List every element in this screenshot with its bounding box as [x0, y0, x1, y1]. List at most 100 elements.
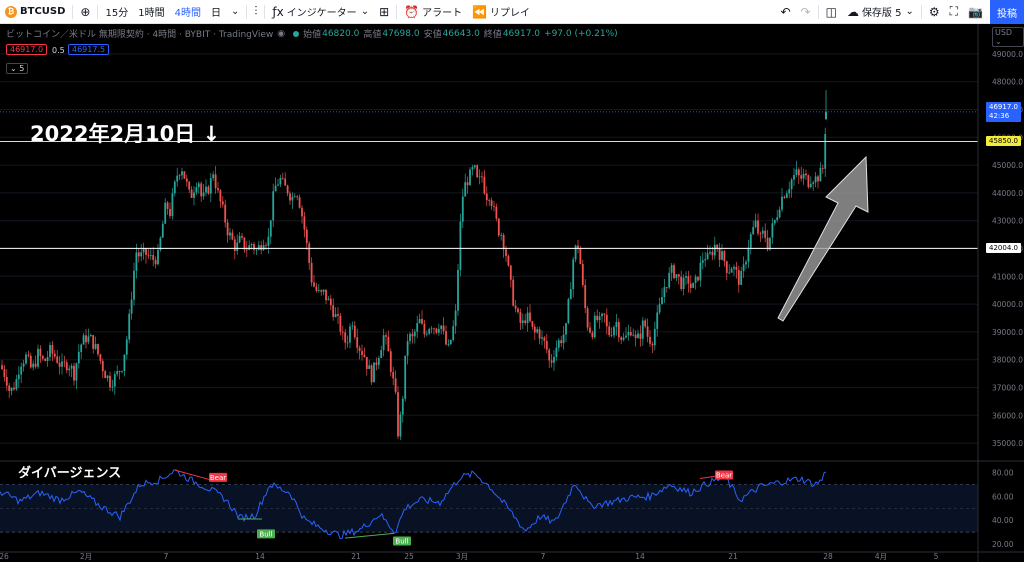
- candle-body: [742, 264, 745, 272]
- candle-body: [92, 335, 95, 349]
- candle-body: [793, 174, 795, 180]
- candle-body: [397, 392, 399, 437]
- symbol-label: BTCUSD: [20, 6, 66, 17]
- candle-body: [445, 331, 447, 345]
- candle-body: [339, 315, 342, 332]
- split-panel-icon: ◫: [825, 4, 837, 19]
- candle-body: [771, 223, 774, 238]
- candle-body: [608, 326, 611, 336]
- candle-body: [824, 134, 827, 169]
- candle-body: [34, 363, 37, 367]
- layout-button[interactable]: ⊞: [374, 0, 394, 24]
- alert-button[interactable]: ⏰ アラート: [399, 0, 467, 24]
- sell-price-button[interactable]: 46917.0: [6, 44, 48, 55]
- time-tick-label: 21: [351, 552, 361, 561]
- candle-body: [267, 236, 270, 246]
- candle-body: [629, 332, 632, 336]
- compare-button[interactable]: ⊕: [75, 0, 95, 24]
- chevron-down-icon: ⌄: [360, 6, 370, 17]
- candle-body: [466, 182, 469, 186]
- candle-body: [248, 245, 251, 250]
- candle-body: [236, 242, 239, 251]
- candle-body: [721, 251, 723, 260]
- candle-body: [231, 232, 234, 240]
- candle-body: [430, 328, 433, 330]
- candle-body: [663, 287, 666, 298]
- candle-body: [689, 283, 692, 288]
- publish-button[interactable]: 投稿: [990, 0, 1024, 24]
- candle-body: [454, 310, 457, 327]
- indicator-icon: ƒx: [272, 4, 284, 19]
- redo-button[interactable]: ↷: [796, 0, 816, 24]
- candle-body: [574, 245, 577, 260]
- candle-body: [22, 363, 25, 367]
- candle-body: [109, 375, 111, 388]
- price-tick-label: 43000.0: [992, 217, 1023, 226]
- indicators-button[interactable]: ƒx インジケーター ⌄: [267, 0, 374, 24]
- candle-body: [257, 245, 260, 250]
- candle-body: [754, 220, 757, 228]
- candle-body: [464, 182, 467, 197]
- timeframe-dropdown[interactable]: ⌄: [226, 0, 244, 24]
- alarm-clock-icon: ⏰: [404, 4, 420, 19]
- low-value: 46643.0: [442, 28, 480, 39]
- buy-price-button[interactable]: 46917.5: [68, 44, 110, 55]
- divider: [396, 4, 398, 19]
- undo-button[interactable]: ↶: [775, 0, 795, 24]
- timeframe-4h[interactable]: 4時間: [174, 8, 201, 19]
- settings-button[interactable]: ⚙: [924, 0, 945, 24]
- candle-body: [344, 332, 347, 343]
- candle-body: [327, 298, 330, 301]
- camera-icon: 📷: [968, 4, 983, 19]
- candle-body: [358, 347, 361, 351]
- white-level-tag: 42004.0: [986, 243, 1021, 254]
- candle-body: [548, 349, 551, 361]
- time-tick-label: 14: [255, 552, 265, 561]
- osc-tick-label: 80.00: [992, 469, 1014, 478]
- candle-body: [694, 276, 697, 283]
- candle-body: [39, 348, 42, 357]
- save-label: 保存版 5: [861, 8, 902, 19]
- symbol-search[interactable]: ₿ BTCUSD: [0, 0, 70, 24]
- candle-body: [617, 321, 620, 338]
- candle-body: [161, 223, 164, 238]
- chart-type-button[interactable]: ⫶: [249, 0, 262, 24]
- currency-selector[interactable]: USD ⌄: [992, 27, 1024, 47]
- candle-body: [188, 181, 191, 190]
- candle-body: [704, 259, 707, 261]
- collapse-indicators-button[interactable]: ⌄ 5: [6, 63, 29, 74]
- candle-body: [133, 270, 135, 300]
- candle-body: [545, 340, 548, 350]
- hide-icon[interactable]: ◉: [277, 28, 286, 39]
- undo-icon: ↶: [780, 4, 791, 19]
- candle-body: [733, 266, 735, 269]
- candle-body: [99, 354, 102, 361]
- candle-body: [123, 354, 126, 372]
- candle-body: [394, 378, 397, 393]
- candle-body: [821, 167, 824, 169]
- panel-toggle-button[interactable]: ◫: [821, 0, 842, 24]
- candle-body: [610, 335, 613, 336]
- candle-body: [176, 175, 179, 182]
- timeframe-1d[interactable]: 日: [210, 8, 221, 19]
- candle-body: [353, 325, 356, 338]
- candle-body: [149, 255, 152, 256]
- candle-body: [735, 266, 738, 271]
- candle-body: [380, 350, 383, 359]
- candle-body: [77, 351, 80, 364]
- fullscreen-button[interactable]: ⛶: [945, 0, 963, 24]
- change-value: +97.0 (+0.21%): [544, 28, 618, 39]
- candle-body: [404, 355, 407, 399]
- timeframe-15m[interactable]: 15分: [105, 8, 129, 19]
- candle-body: [586, 308, 589, 328]
- snapshot-button[interactable]: 📷: [963, 0, 988, 24]
- candle-body: [212, 174, 215, 179]
- replay-button[interactable]: ⏪ リプレイ: [467, 0, 535, 24]
- candle-body: [730, 268, 733, 273]
- candle-body: [128, 313, 131, 340]
- candle-body: [411, 333, 414, 337]
- save-button[interactable]: ☁ 保存版 5 ⌄: [842, 0, 919, 24]
- timeframe-1h[interactable]: 1時間: [138, 8, 165, 19]
- candle-body: [598, 316, 601, 321]
